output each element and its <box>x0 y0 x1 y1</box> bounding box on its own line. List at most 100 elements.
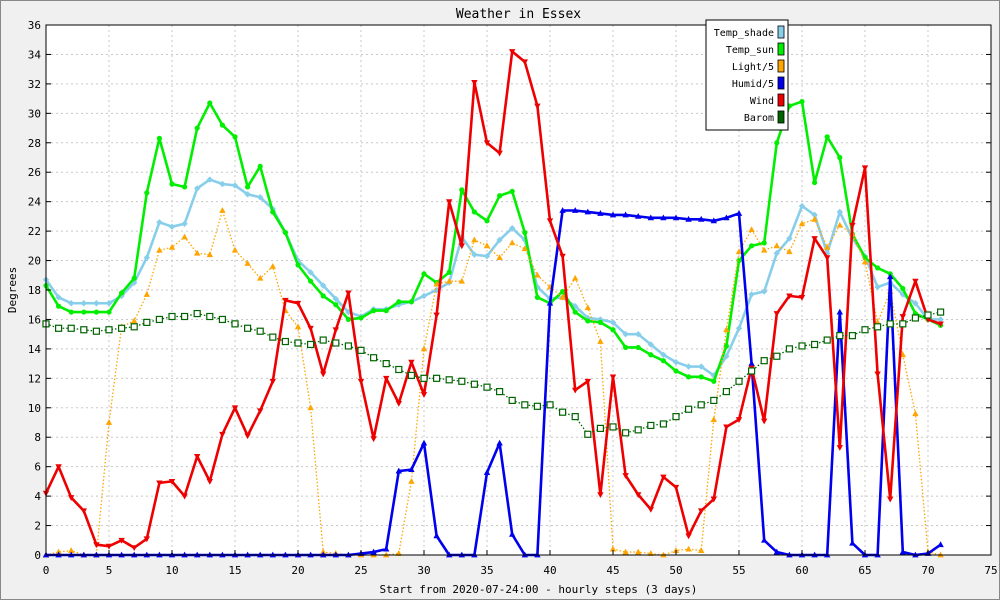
data-point <box>206 478 213 485</box>
data-point <box>861 258 869 265</box>
data-point <box>497 193 503 199</box>
data-point <box>609 423 617 431</box>
series-wind <box>42 49 944 552</box>
x-tick-label: 70 <box>921 564 934 577</box>
data-point <box>760 357 768 365</box>
data-point <box>560 288 566 295</box>
data-point <box>244 324 252 332</box>
y-tick-label: 20 <box>28 255 41 268</box>
x-tick-label: 60 <box>795 564 808 577</box>
data-point <box>584 208 591 215</box>
data-point <box>887 496 894 503</box>
data-point <box>534 271 541 278</box>
data-point <box>320 282 327 289</box>
data-point <box>761 240 767 246</box>
data-point <box>155 315 163 324</box>
data-point <box>874 371 881 378</box>
data-point <box>169 181 175 187</box>
data-point <box>294 339 302 347</box>
data-point <box>761 418 768 425</box>
data-point <box>684 405 693 413</box>
data-point <box>698 215 705 222</box>
data-point <box>597 210 604 216</box>
data-point <box>710 217 717 224</box>
data-point <box>308 278 314 284</box>
data-point <box>68 547 75 553</box>
data-point <box>55 548 62 555</box>
data-point <box>899 314 906 320</box>
data-point <box>319 336 327 344</box>
data-point <box>244 191 251 198</box>
data-point <box>244 433 251 440</box>
y-tick-label: 22 <box>28 225 41 238</box>
data-point <box>786 235 793 242</box>
data-point <box>735 210 743 216</box>
data-point <box>483 140 491 147</box>
data-point <box>861 165 869 172</box>
data-point <box>836 445 843 451</box>
data-point <box>634 426 642 434</box>
data-point <box>420 374 428 382</box>
x-tick-label: 65 <box>858 564 871 577</box>
data-point <box>698 374 704 380</box>
data-point <box>723 343 730 349</box>
legend-entry-label: Temp_sun <box>726 45 774 56</box>
data-point <box>245 184 251 190</box>
data-point <box>811 215 818 222</box>
data-point <box>660 351 667 358</box>
data-point <box>773 311 780 317</box>
data-point <box>257 194 264 201</box>
data-point <box>496 254 503 261</box>
data-point <box>874 283 881 291</box>
data-point <box>647 550 654 556</box>
data-point <box>697 401 705 409</box>
data-point <box>231 320 239 328</box>
data-point <box>647 421 655 430</box>
data-point <box>54 324 63 332</box>
x-tick-label: 55 <box>732 564 745 577</box>
data-point <box>534 103 541 110</box>
data-point <box>143 254 150 261</box>
data-point <box>131 317 138 324</box>
data-point <box>395 550 402 556</box>
x-axis-label: Start from 2020-07-24:00 - hourly steps … <box>380 583 698 596</box>
data-point <box>93 309 99 315</box>
data-point <box>900 285 906 292</box>
data-point <box>936 308 945 316</box>
y-tick-label: 18 <box>28 284 41 297</box>
data-point <box>168 478 176 485</box>
x-tick-label: 50 <box>669 564 682 577</box>
data-point <box>156 135 162 141</box>
data-point <box>219 180 226 188</box>
y-tick-label: 8 <box>34 431 41 444</box>
data-point <box>307 269 314 276</box>
data-point <box>723 424 730 431</box>
data-point <box>685 215 692 222</box>
data-point <box>218 315 226 324</box>
series-line <box>44 178 941 377</box>
data-point <box>761 246 768 253</box>
data-point <box>509 188 515 194</box>
data-point <box>383 375 390 382</box>
data-point <box>370 354 378 362</box>
data-point <box>231 246 239 253</box>
data-point <box>332 295 339 303</box>
data-point <box>144 190 150 196</box>
data-point <box>118 537 125 544</box>
data-point <box>596 424 605 432</box>
data-point <box>546 299 554 306</box>
data-point <box>812 179 818 186</box>
data-point <box>105 419 113 425</box>
data-point <box>761 536 768 543</box>
data-point <box>848 332 857 340</box>
data-point <box>168 223 176 230</box>
data-point <box>521 59 528 66</box>
data-point <box>886 320 894 328</box>
data-point <box>68 309 74 315</box>
data-point <box>899 548 906 555</box>
data-point <box>55 294 62 301</box>
data-point <box>446 277 453 284</box>
data-point <box>143 291 150 297</box>
data-point <box>131 275 137 281</box>
